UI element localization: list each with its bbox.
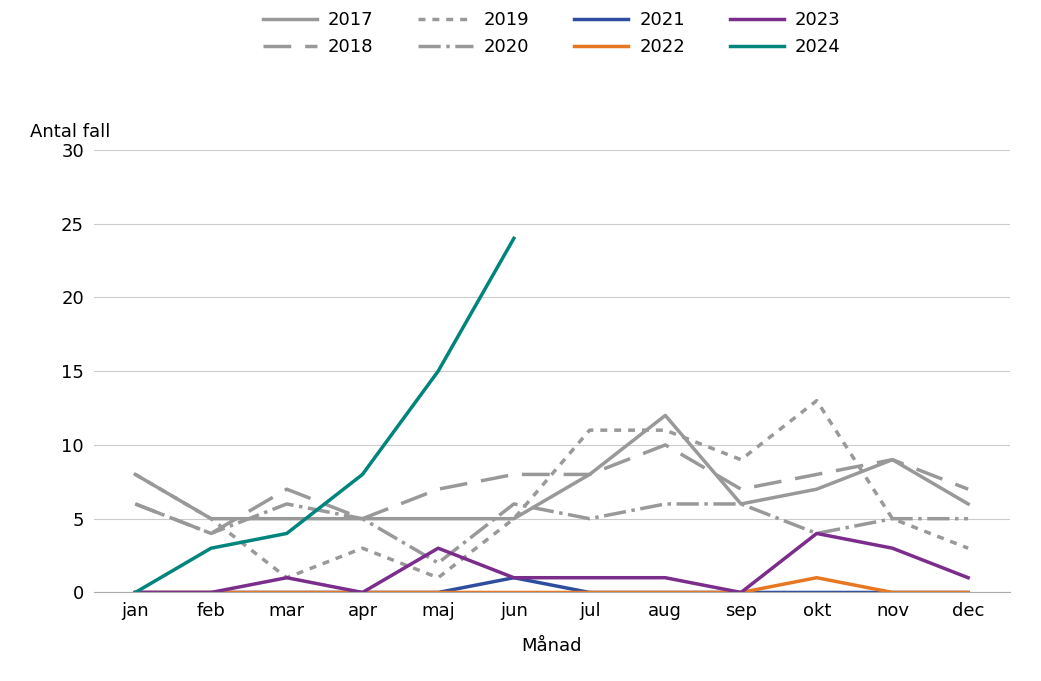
Legend: 2017, 2018, 2019, 2020, 2021, 2022, 2023, 2024: 2017, 2018, 2019, 2020, 2021, 2022, 2023…: [255, 4, 848, 63]
X-axis label: Månad: Månad: [522, 637, 582, 655]
Text: Antal fall: Antal fall: [29, 123, 110, 141]
